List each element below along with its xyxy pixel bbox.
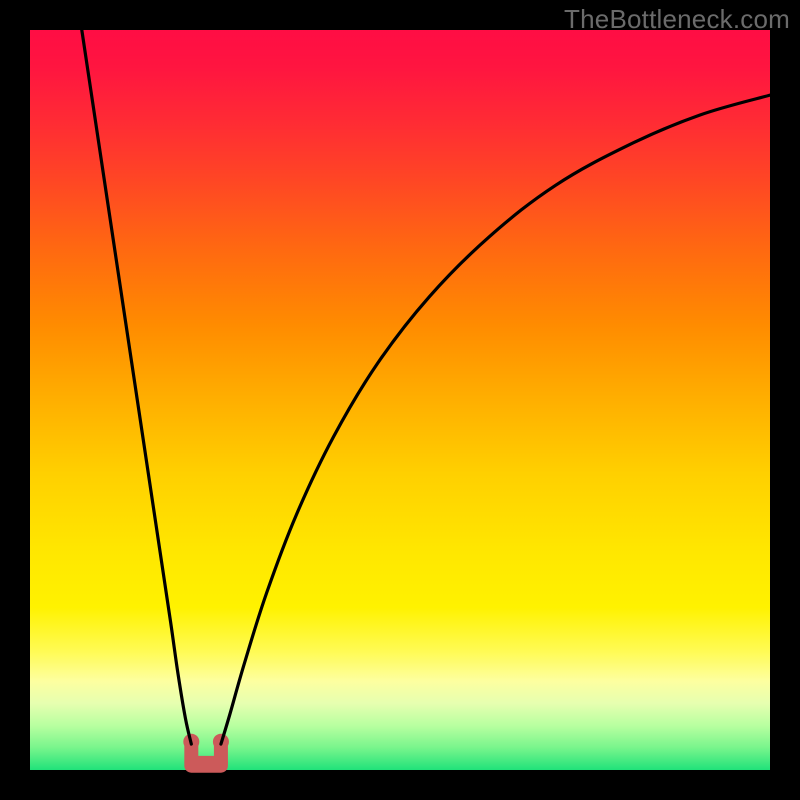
bottleneck-chart (0, 0, 800, 800)
gradient-background (30, 30, 770, 770)
chart-container: TheBottleneck.com (0, 0, 800, 800)
watermark-text: TheBottleneck.com (564, 4, 790, 35)
